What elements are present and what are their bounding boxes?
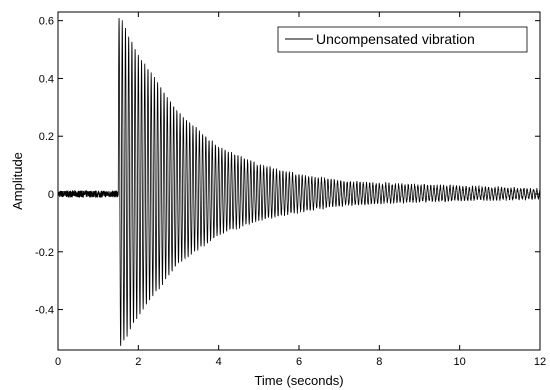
y-axis-ticks: -0.4 -0.2 0 0.2 0.4 0.6	[35, 16, 540, 317]
x-tick-label: 12	[534, 356, 546, 368]
x-tick-label: 2	[135, 356, 141, 368]
x-axis-label: Time (seconds)	[254, 373, 343, 388]
y-tick-label: 0.4	[39, 73, 54, 85]
legend-entry-uncompensated-vibration: Uncompensated vibration	[316, 31, 475, 47]
y-axis-label: Amplitude	[10, 152, 25, 210]
x-tick-label: 0	[55, 356, 61, 368]
y-tick-label: 0.2	[39, 131, 54, 143]
y-tick-label: 0.6	[39, 16, 54, 28]
x-axis-ticks: 0 2 4 6 8 10 12	[55, 12, 546, 368]
y-tick-label: -0.2	[35, 247, 54, 259]
x-tick-label: 8	[376, 356, 382, 368]
legend: Uncompensated vibration	[277, 26, 528, 53]
y-tick-label: 0	[48, 189, 54, 201]
x-tick-label: 4	[216, 356, 222, 368]
series-uncompensated-vibration-line	[57, 17, 541, 346]
x-tick-label: 6	[296, 356, 302, 368]
y-tick-label: -0.4	[35, 305, 54, 317]
x-tick-label: 10	[454, 356, 466, 368]
legend-box	[277, 26, 528, 53]
